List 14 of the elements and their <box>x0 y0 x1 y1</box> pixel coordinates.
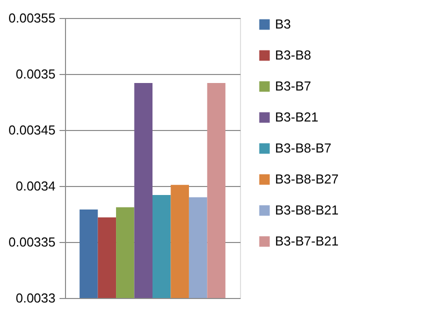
y-tick-label: 0.0034 <box>16 178 56 194</box>
legend-label: B3-B8 <box>275 48 312 62</box>
y-tick-label: 0.0035 <box>16 66 56 82</box>
legend-label: B3-B21 <box>275 110 318 124</box>
y-tick-label: 0.00355 <box>8 10 56 26</box>
y-tick-label: 0.0033 <box>16 290 56 306</box>
legend-label: B3-B8-B27 <box>275 172 339 186</box>
legend-label: B3-B7 <box>275 78 312 94</box>
legend-label: B3-B7-B21 <box>275 234 339 248</box>
legend-label: B3-B8-B7 <box>275 140 332 156</box>
y-tick-label: 0.00335 <box>8 234 56 250</box>
y-tick-label: 0.00345 <box>8 122 56 138</box>
legend-label: B3 <box>275 16 291 32</box>
legend-label: B3-B8-B21 <box>275 202 339 218</box>
